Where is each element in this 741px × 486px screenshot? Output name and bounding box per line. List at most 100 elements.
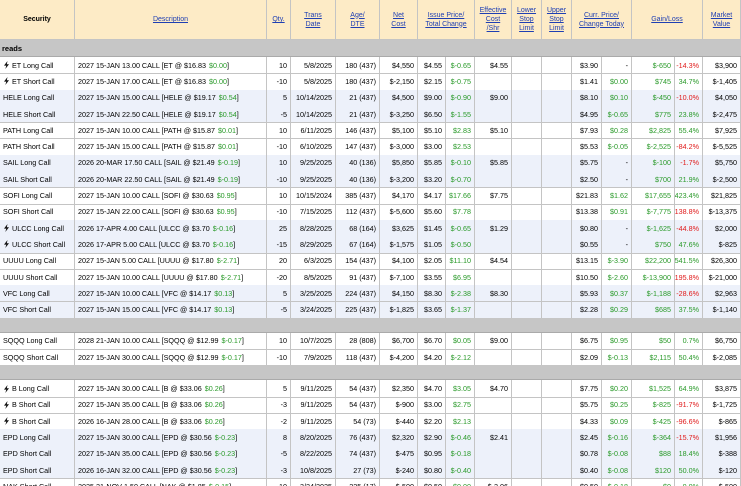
cell-text: 154 (437): [345, 256, 376, 266]
cell-age-dte: 146 (437): [336, 122, 380, 140]
description-part: $0.01: [218, 125, 237, 135]
cell-text: 224 (437): [345, 288, 376, 298]
cell-age-dte: 40 (136): [336, 171, 380, 189]
header-cell: Trans Date: [291, 0, 336, 40]
cell-text: $750: [655, 239, 671, 249]
cell-text: $-0.40: [450, 465, 471, 475]
cell-text: $-1.37: [450, 305, 471, 315]
cell-change-today: $0.91: [602, 203, 632, 221]
cell-text: $21.83: [576, 191, 598, 201]
cell-text: -15.7%: [676, 432, 699, 442]
cell-change-today: -: [602, 220, 632, 238]
cell-lower-stop: [512, 220, 542, 238]
bolt-icon: [4, 384, 9, 393]
cell-text: $0.80: [424, 465, 442, 475]
cell-lower-stop: [512, 429, 542, 447]
cell-lower-stop: [512, 73, 542, 91]
cell-gain: $750: [632, 236, 675, 254]
cell-text: $0.95: [424, 449, 442, 459]
cell-text: 5/8/2025: [304, 60, 332, 70]
description-part: ]: [236, 109, 239, 119]
cell-text: $1.62: [610, 191, 628, 201]
cell-effective-cost: [475, 73, 512, 91]
cell-text: -15: [276, 239, 287, 249]
cell-text: 8/29/2025: [300, 239, 332, 249]
cell-text: $0.25: [610, 400, 628, 410]
cell-text: $4,050: [715, 93, 737, 103]
cell-issue-price: $9.00: [418, 89, 446, 107]
cell-text: $745: [655, 76, 671, 86]
description-part: $0.01: [218, 142, 237, 152]
cell-upper-stop: [542, 332, 572, 351]
cell-text: $-2.06: [488, 482, 508, 486]
description-part: ]: [238, 158, 241, 168]
header-cell: Lower Stop Limit: [512, 0, 542, 40]
cell-change-today: $1.62: [602, 187, 632, 205]
description-part: ]: [229, 482, 231, 486]
cell-trans-date: 7/15/2025: [291, 203, 336, 221]
cell-description: 2027 15-JAN 35.00 CALL [EPD @ $30.56 $-0.…: [75, 445, 267, 463]
cell-qty: -20: [267, 268, 291, 287]
description-part: $0.00: [208, 76, 227, 86]
cell-issue-price: $2.20: [418, 413, 446, 431]
cell-text: -10.0%: [676, 93, 699, 103]
cell-total-change: $2.13: [446, 413, 475, 431]
cell-text: $-13,900: [642, 272, 671, 282]
cell-curr-price: $2.50: [572, 171, 602, 189]
description-part: 2027 15-JAN 5.00 CALL [UUUU @ $17.80: [78, 256, 214, 266]
cell-text: 10/8/2025: [300, 465, 332, 475]
cell-description: 2026 20-MAR 17.50 CALL [SAIL @ $21.49 $-0…: [75, 154, 267, 173]
cell-text: 10: [279, 125, 287, 135]
cell-text: $-2,500: [712, 174, 737, 184]
cell-net-cost: $-4,200: [380, 349, 418, 367]
cell-effective-cost: $4.70: [475, 380, 512, 398]
cell-security: SQQQ Long Call: [0, 332, 75, 351]
security-name: EPD Long Call: [3, 432, 51, 442]
cell-gain: $-425: [632, 413, 675, 431]
cell-gain-pct: 21.9%: [675, 171, 703, 189]
cell-upper-stop: [542, 138, 572, 156]
cell-text: $7.75: [580, 384, 598, 394]
cell-text: $2.20: [424, 416, 442, 426]
cell-lower-stop: [512, 285, 542, 303]
cell-qty: -10: [267, 138, 291, 156]
cell-curr-price: $10.50: [572, 268, 602, 287]
cell-text: $5.85: [490, 158, 508, 168]
cell-text: $2.05: [424, 256, 442, 266]
cell-text: 5/8/2025: [304, 76, 332, 86]
cell-text: 6/3/2025: [304, 256, 332, 266]
description-part: 2027 15-JAN 35.00 CALL [EPD @ $30.56: [78, 449, 212, 459]
cell-gain-pct: 50.4%: [675, 349, 703, 367]
header-text: Stop: [519, 16, 534, 23]
cell-total-change: $-2.12: [446, 349, 475, 367]
cell-text: 76 (437): [349, 432, 376, 442]
description-part: $-0.23: [214, 449, 236, 459]
cell-text: $-100: [652, 158, 671, 168]
cell-net-cost: $4,150: [380, 285, 418, 303]
cell-text: $0.10: [610, 93, 628, 103]
description-part: 2026 17-APR 5.00 CALL [ULCC @ $3.70: [78, 239, 210, 249]
header-cell: Net Cost: [380, 0, 418, 40]
cell-text: $685: [655, 305, 671, 315]
cell-text: $4,150: [392, 288, 414, 298]
bolt-icon: [4, 240, 9, 249]
cell-curr-price: $5.75: [572, 154, 602, 173]
cell-text: -: [625, 174, 628, 184]
cell-total-change: $2.83: [446, 122, 475, 140]
cell-security: PATH Long Call: [0, 122, 75, 140]
cell-text: $-2.60: [607, 272, 628, 282]
cell-text: $10.50: [576, 272, 598, 282]
cell-text: $2.28: [580, 305, 598, 315]
cell-gain: $1,525: [632, 380, 675, 398]
cell-total-change: $3.05: [446, 380, 475, 398]
cell-text: $-0.65: [450, 223, 471, 233]
cell-gain-pct: -138.8%: [675, 203, 703, 221]
cell-curr-price: $8.10: [572, 89, 602, 107]
cell-text: 91 (437): [349, 272, 376, 282]
cell-qty: -5: [267, 105, 291, 124]
description-part: $0.95: [216, 207, 235, 217]
cell-description: 2027 15-JAN 30.00 CALL [SQQQ @ $12.99 $-0…: [75, 349, 267, 367]
cell-text: $0.05: [453, 336, 471, 346]
cell-total-change: $-0.90: [446, 89, 475, 107]
cell-change-today: $0.10: [602, 89, 632, 107]
